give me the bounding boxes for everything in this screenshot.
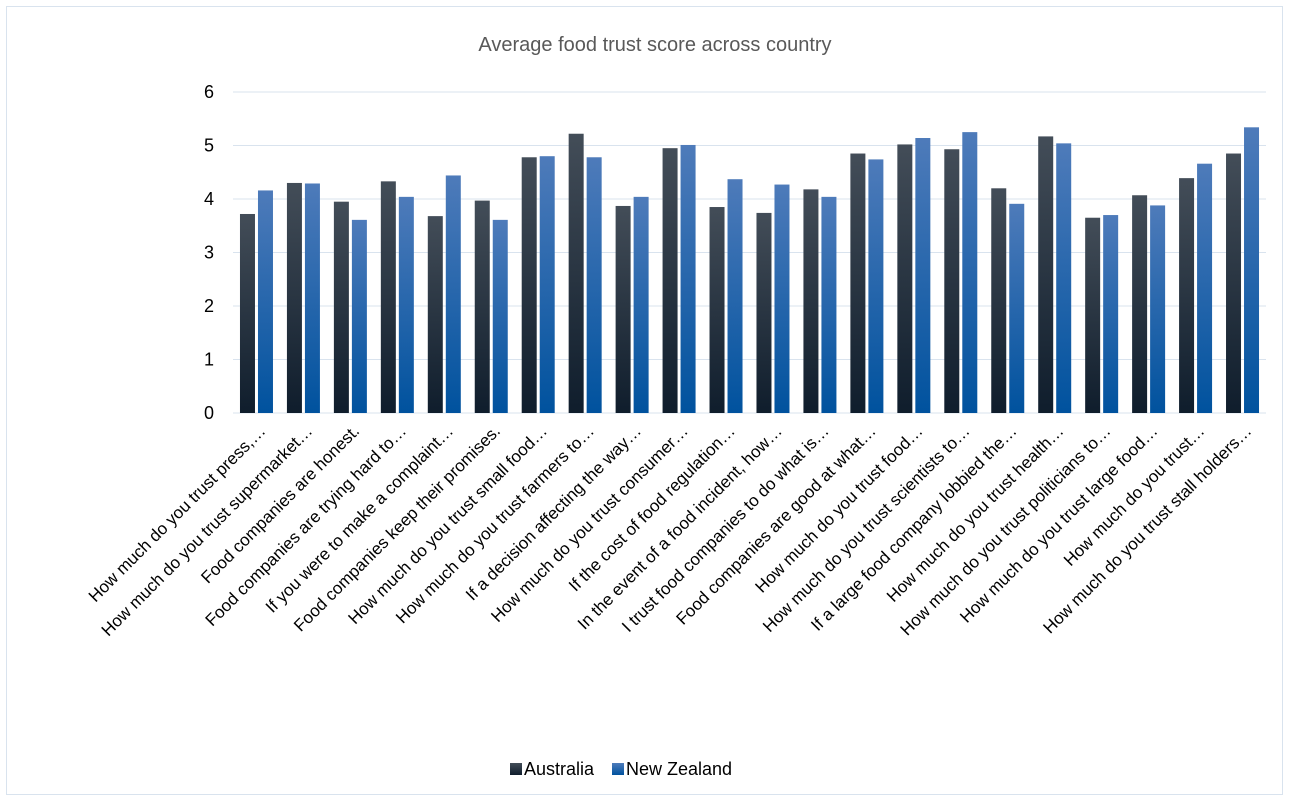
bar-new-zealand	[398, 196, 414, 413]
y-tick-label: 1	[204, 350, 214, 370]
legend-swatch	[510, 763, 522, 775]
bar-new-zealand	[821, 196, 837, 413]
bar-new-zealand	[1244, 127, 1260, 413]
bar-australia	[1038, 136, 1054, 413]
bar-new-zealand	[680, 144, 696, 413]
bar-australia	[991, 188, 1007, 413]
bar-new-zealand	[633, 196, 649, 413]
bar-australia	[427, 216, 443, 413]
bar-new-zealand	[774, 184, 790, 413]
y-tick-label: 0	[204, 403, 214, 423]
y-tick-label: 6	[204, 82, 214, 102]
bar-new-zealand	[962, 132, 978, 413]
bar-australia	[1226, 153, 1242, 413]
bar-new-zealand	[492, 219, 508, 413]
y-tick-label: 3	[204, 243, 214, 263]
bar-new-zealand	[539, 156, 555, 413]
bar-australia	[615, 205, 631, 413]
bar-australia	[944, 149, 960, 413]
bar-new-zealand	[727, 179, 743, 413]
bar-australia	[239, 213, 255, 413]
x-axis-labels: How much do you trust press,…How much do…	[85, 421, 1256, 640]
y-tick-label: 2	[204, 296, 214, 316]
bar-new-zealand	[445, 175, 461, 413]
bar-new-zealand	[1150, 205, 1166, 413]
bar-australia	[568, 133, 584, 414]
legend-label: New Zealand	[626, 759, 732, 779]
bar-australia	[333, 201, 349, 413]
bar-australia	[380, 181, 396, 413]
bar-new-zealand	[257, 190, 273, 413]
legend-swatch	[612, 763, 624, 775]
bar-new-zealand	[1197, 163, 1213, 413]
bar-australia	[803, 189, 819, 413]
legend-label: Australia	[524, 759, 595, 779]
bar-australia	[521, 157, 537, 413]
bars	[239, 127, 1260, 414]
bar-australia	[474, 200, 490, 413]
bar-australia	[1085, 217, 1101, 413]
bar-new-zealand	[586, 157, 602, 413]
bar-australia	[1179, 178, 1195, 413]
chart-title: Average food trust score across country	[478, 34, 831, 56]
bar-new-zealand	[1009, 203, 1025, 413]
y-tick-label: 5	[204, 136, 214, 156]
bar-australia	[662, 148, 678, 414]
bar-new-zealand	[915, 138, 931, 413]
bar-australia	[709, 207, 725, 413]
bar-new-zealand	[1103, 215, 1119, 413]
bar-new-zealand	[304, 183, 320, 413]
y-axis-ticks: 0 1 2 3 4 5 6	[204, 82, 214, 423]
bar-australia	[897, 144, 913, 413]
bar-new-zealand	[351, 219, 367, 413]
bar-australia	[850, 153, 866, 413]
bar-new-zealand	[1056, 143, 1072, 414]
bar-new-zealand	[868, 159, 884, 413]
y-tick-label: 4	[204, 189, 214, 209]
bar-australia	[1132, 195, 1148, 413]
legend: Australia New Zealand	[510, 759, 732, 779]
bar-australia	[756, 212, 772, 413]
bar-australia	[286, 182, 302, 413]
